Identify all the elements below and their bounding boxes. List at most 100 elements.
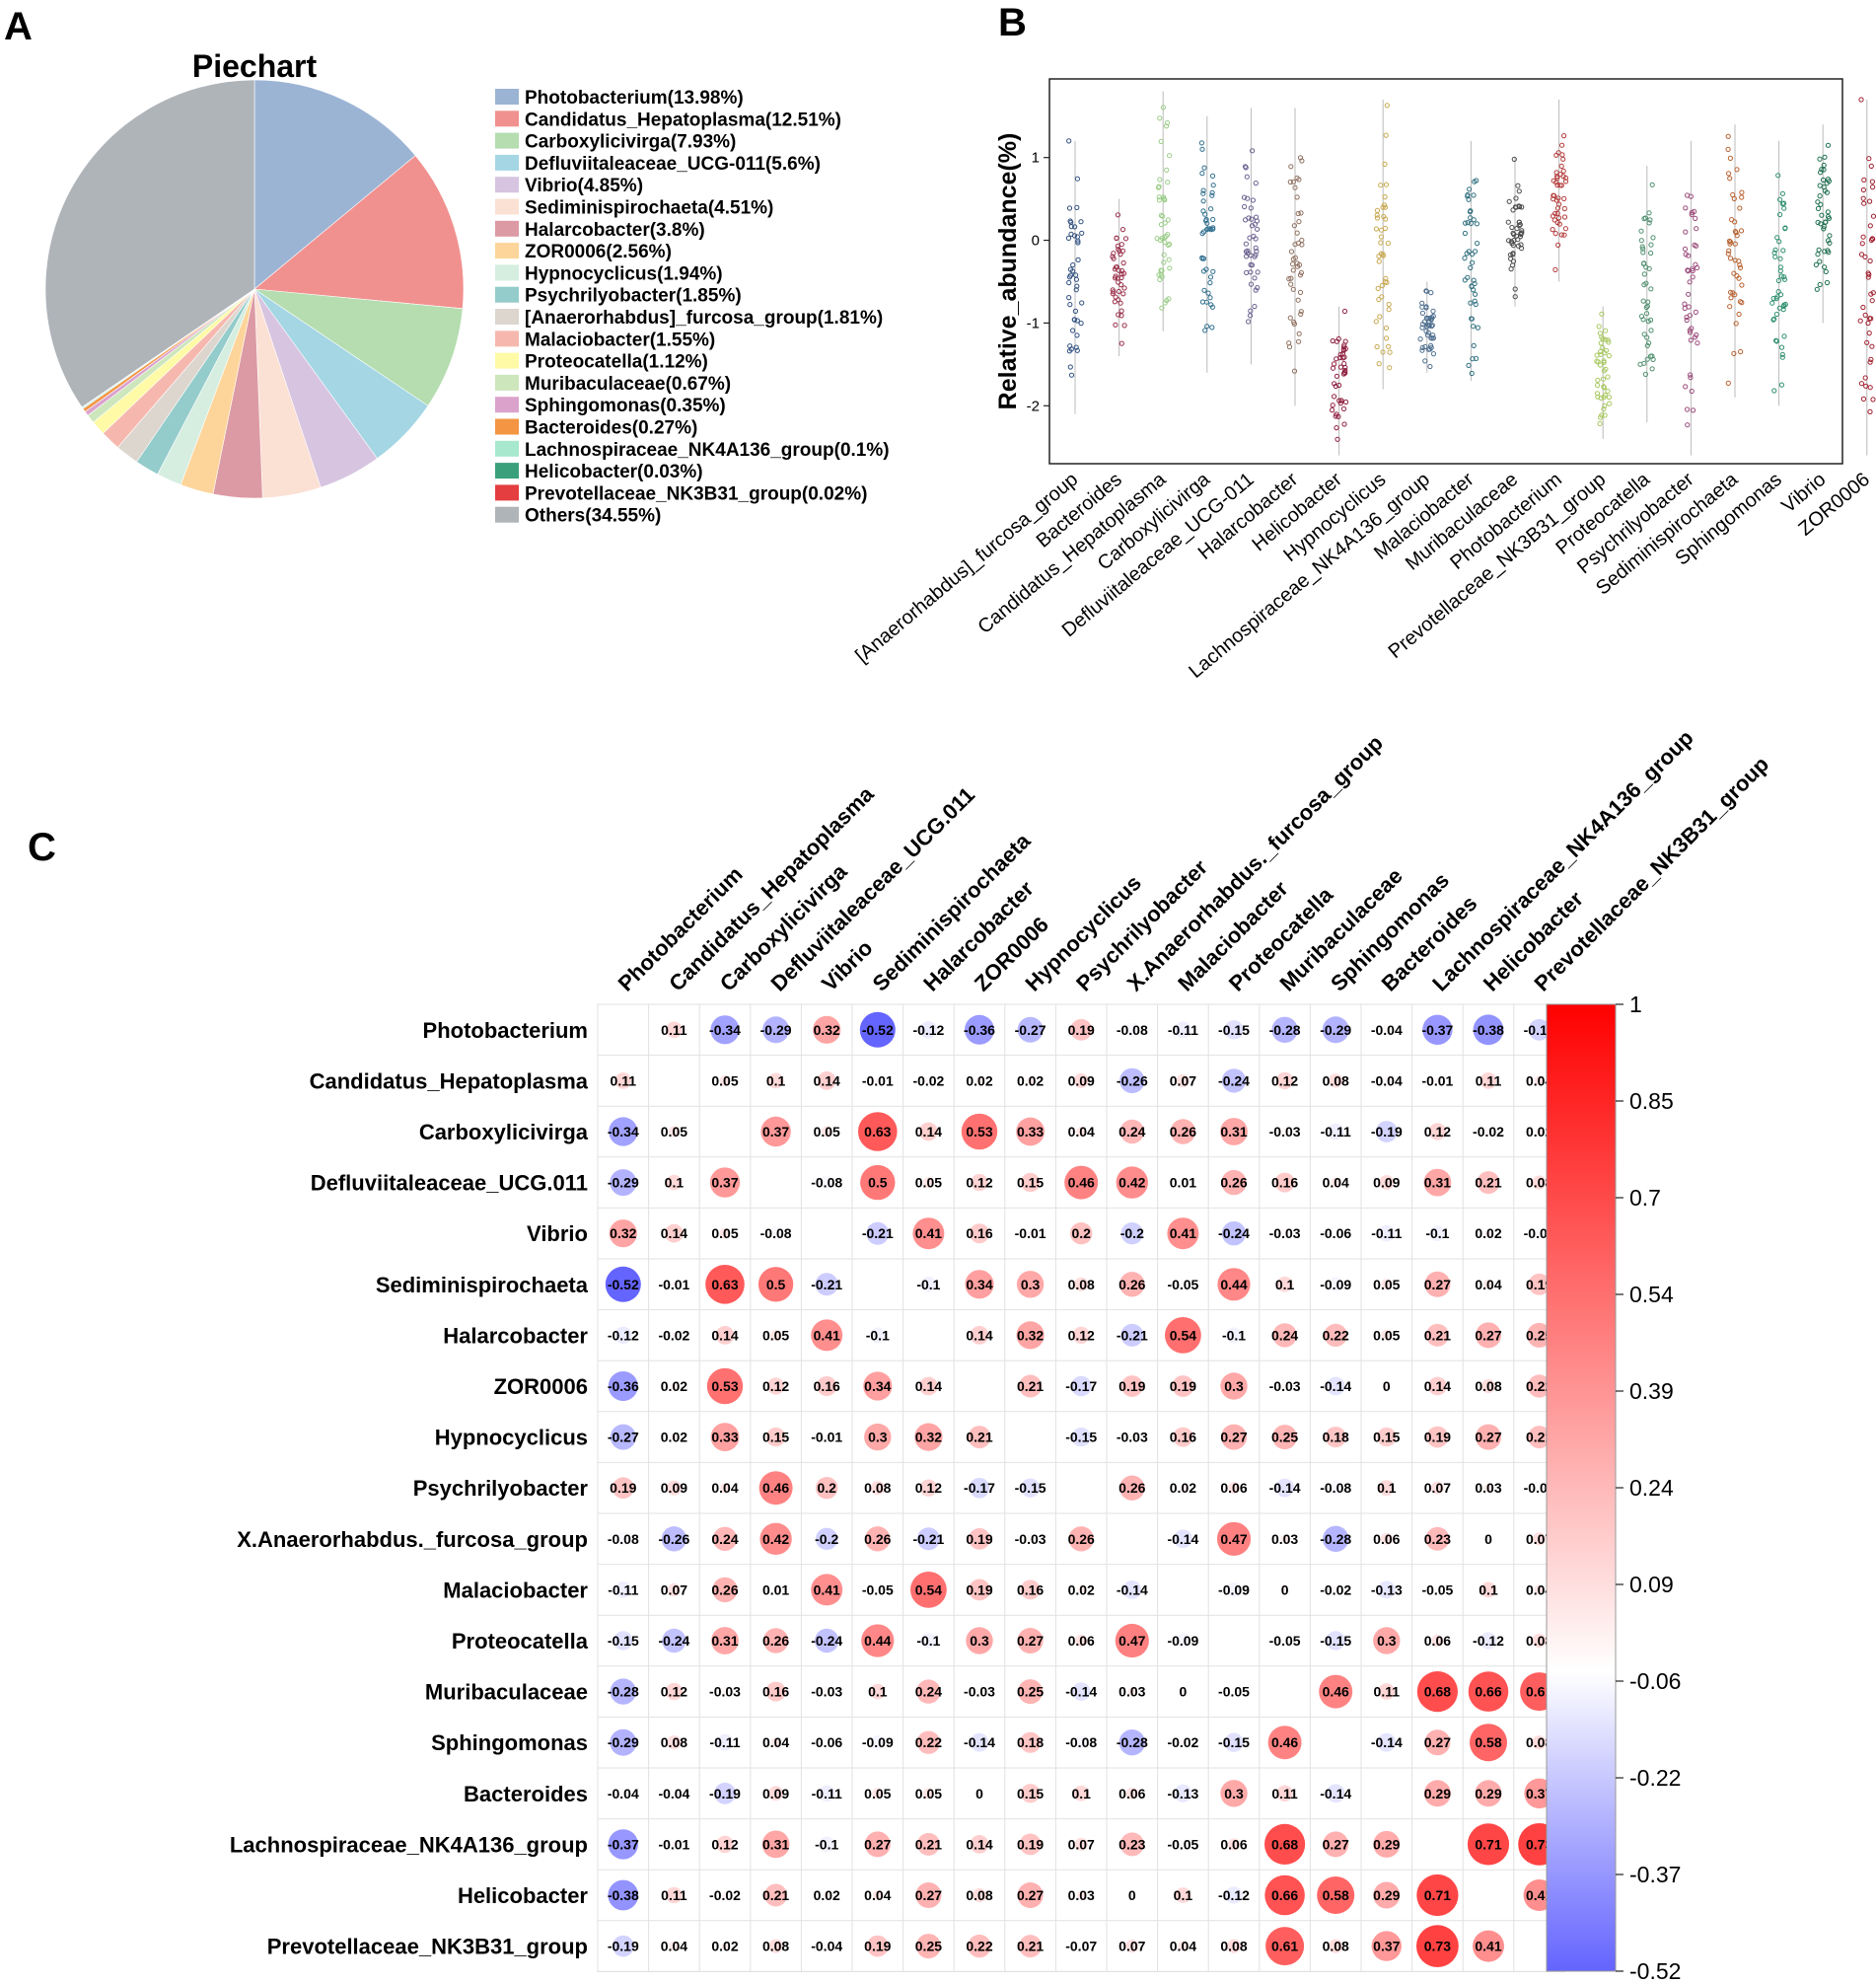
scatter-point [1646,220,1652,226]
scatter-point [1078,321,1084,327]
scatter-point [1514,226,1520,232]
correlation-value: -0.04 [1371,1072,1403,1088]
scatter-point [1562,179,1569,184]
scatter-point [1683,384,1689,390]
correlation-value: 0.14 [915,1124,942,1139]
scatter-point [1291,368,1298,374]
scatter-point [1382,194,1388,200]
correlation-circle [614,1072,632,1089]
scatter-point [1726,248,1732,254]
scatter-point [1862,312,1868,318]
scatter-point [1782,301,1788,308]
scatter-point [1641,331,1647,337]
correlation-value: 0.14 [1424,1378,1451,1394]
correlation-circle [1020,1172,1041,1193]
scatter-point [1374,215,1381,221]
scatter-point [1739,189,1745,195]
scatter-point [1292,242,1298,248]
scatter-point [1166,257,1172,262]
correlation-value: -0.06 [1320,1225,1351,1241]
scatter-point [1341,308,1348,315]
correlation-value: -0.1 [815,1836,838,1852]
correlation-circle [1378,1683,1396,1700]
correlation-circle [1179,1484,1187,1492]
scatter-point [1693,309,1698,315]
correlation-value: 0.27 [1323,1836,1349,1852]
correlation-value: 0.1 [665,1175,685,1191]
correlation-value: 0.03 [1068,1887,1095,1903]
correlation-value: 0.01 [762,1581,789,1597]
correlation-value: 0.21 [762,1887,789,1903]
scatter-point [1732,229,1739,235]
scatter-point [1291,319,1297,326]
correlation-value: 0.24 [711,1531,738,1547]
scatter-point [1642,371,1649,377]
correlation-circle [1122,1580,1142,1599]
correlation-circle [1528,1018,1551,1041]
scatter-point [1646,340,1652,346]
correlation-circle [1020,1784,1041,1803]
scatter-point [1474,221,1480,227]
scatter-point [1073,272,1079,278]
correlation-circle [1017,1628,1044,1653]
correlation-value: -0.13 [1371,1581,1403,1597]
correlation-circle [1329,1481,1343,1496]
scatter-point [1470,259,1476,265]
correlation-value: 0.31 [1424,1175,1451,1191]
correlation-circle [667,1735,682,1750]
correlation-value: 0.1 [1174,1887,1193,1903]
correlation-value: -0.28 [1117,1734,1148,1750]
correlation-value: -0.07 [1065,1939,1097,1954]
correlation-circle [1328,1277,1343,1292]
scatter-point [1118,282,1124,288]
correlation-value: 0.08 [762,1939,789,1954]
row-label: Halarcobacter [443,1323,588,1348]
correlation-value: 0.34 [966,1277,992,1292]
scatter-point [1290,286,1296,292]
correlation-value: 0.14 [661,1225,687,1241]
correlation-value: -0.34 [709,1022,741,1038]
correlation-value: -0.11 [608,1581,638,1597]
scatter-plot [1065,91,1876,456]
correlation-circle [1221,1424,1247,1450]
scatter-point [1554,175,1560,181]
colorbar-tick-label: -0.37 [1629,1862,1681,1887]
correlation-value: 0.24 [915,1684,942,1700]
heatmap-colorbar: 1 0.85 0.7 0.54 0.39 0.24 0.09 -0.06 -0.22 -0.37 -… [1546,992,1681,1984]
correlation-circle [670,1382,678,1390]
scatter-point [1469,316,1475,322]
scatter-point [1383,182,1390,187]
colorbar-tick-label: 0.54 [1629,1282,1674,1307]
scatter-point [1606,353,1613,359]
correlation-value: 0.12 [1271,1072,1298,1088]
scatter-point [1244,174,1250,180]
scatter-point [1647,353,1654,359]
correlation-circle [1486,1536,1490,1541]
scatter-point [1422,358,1428,364]
scatter-point [1817,193,1823,199]
correlation-circle [1115,1623,1149,1658]
correlation-value: 0.16 [814,1378,840,1394]
scatter-point [1595,382,1601,389]
scatter-point [1252,221,1259,227]
scatter-point [1683,205,1689,211]
correlation-circle [665,1223,684,1243]
correlation-circle [1327,1123,1344,1140]
row-label: Prevotellaceae_NK3B31_group [267,1935,588,1959]
correlation-value: 0.47 [1220,1531,1247,1547]
correlation-value: -0.11 [709,1734,740,1750]
scatter-point [1516,219,1522,225]
scatter-point [1164,167,1170,173]
correlation-circle [1276,1276,1293,1292]
heatmap-col-labels: PhotobacteriumCandidatus_HepatoplasmaCar… [613,725,1773,995]
correlation-circle [1483,1483,1493,1493]
correlation-circle [1175,1887,1191,1903]
correlation-value: -0.05 [1167,1836,1198,1852]
scatter-point [1731,350,1737,356]
scatter-point [1163,123,1170,129]
scatter-point [1641,216,1647,222]
correlation-circle [975,1076,983,1084]
scatter-point [1250,197,1257,203]
correlation-value: -0.2 [1120,1225,1144,1241]
scatter-point [1295,297,1301,303]
